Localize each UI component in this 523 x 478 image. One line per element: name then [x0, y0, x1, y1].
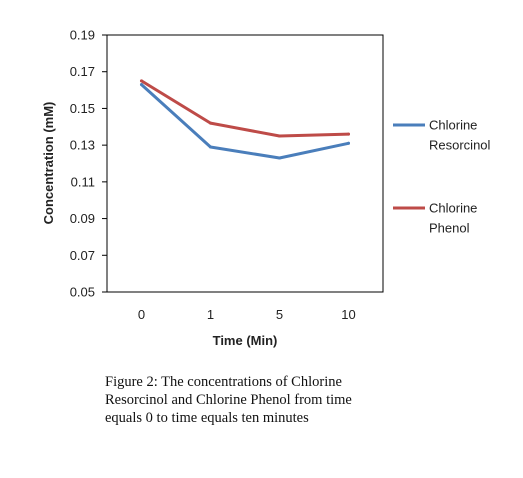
legend-label: Chlorine Resorcinol — [429, 118, 491, 153]
y-tick-label: 0.07 — [70, 248, 95, 263]
line-chart: Time (Min) Concentration (mM) 0.050.070.… — [41, 28, 491, 349]
y-tick-label: 0.05 — [70, 285, 95, 300]
y-tick-label: 0.13 — [70, 138, 95, 153]
legend-label: Chlorine Phenol — [429, 201, 477, 236]
x-tick-label: 0 — [138, 307, 145, 322]
x-tick-label: 1 — [207, 307, 214, 322]
legend: Chlorine Resorcinol Chlorine Phenol — [393, 118, 491, 236]
y-tick-label: 0.19 — [70, 28, 95, 43]
figure-caption: Figure 2: The concentrations of Chlorine… — [105, 374, 352, 426]
data-point — [140, 79, 143, 83]
x-axis-label: Time (Min) — [213, 333, 278, 348]
series-line-1 — [140, 79, 350, 138]
y-tick-label: 0.11 — [71, 174, 95, 189]
x-axis-ticks: 0 1 5 10 — [138, 307, 356, 322]
x-tick-label: 10 — [341, 307, 355, 322]
y-axis-label: Concentration (mM) — [41, 102, 56, 225]
y-axis-ticks: 0.05 0.07 0.09 0.11 0.13 0.15 0.17 0.19 — [70, 28, 107, 300]
y-tick-label: 0.15 — [70, 101, 95, 116]
series-line-0 — [140, 83, 350, 160]
data-point — [347, 132, 350, 136]
series-lines — [140, 79, 350, 160]
x-tick-label: 5 — [276, 307, 283, 322]
data-point — [278, 156, 281, 160]
plot-area-border — [106, 34, 384, 293]
data-point — [347, 141, 350, 145]
data-point — [140, 83, 143, 87]
y-tick-label: 0.17 — [70, 64, 95, 79]
data-point — [278, 134, 281, 138]
data-point — [209, 145, 212, 149]
y-tick-label: 0.09 — [70, 211, 95, 226]
data-point — [209, 121, 212, 125]
